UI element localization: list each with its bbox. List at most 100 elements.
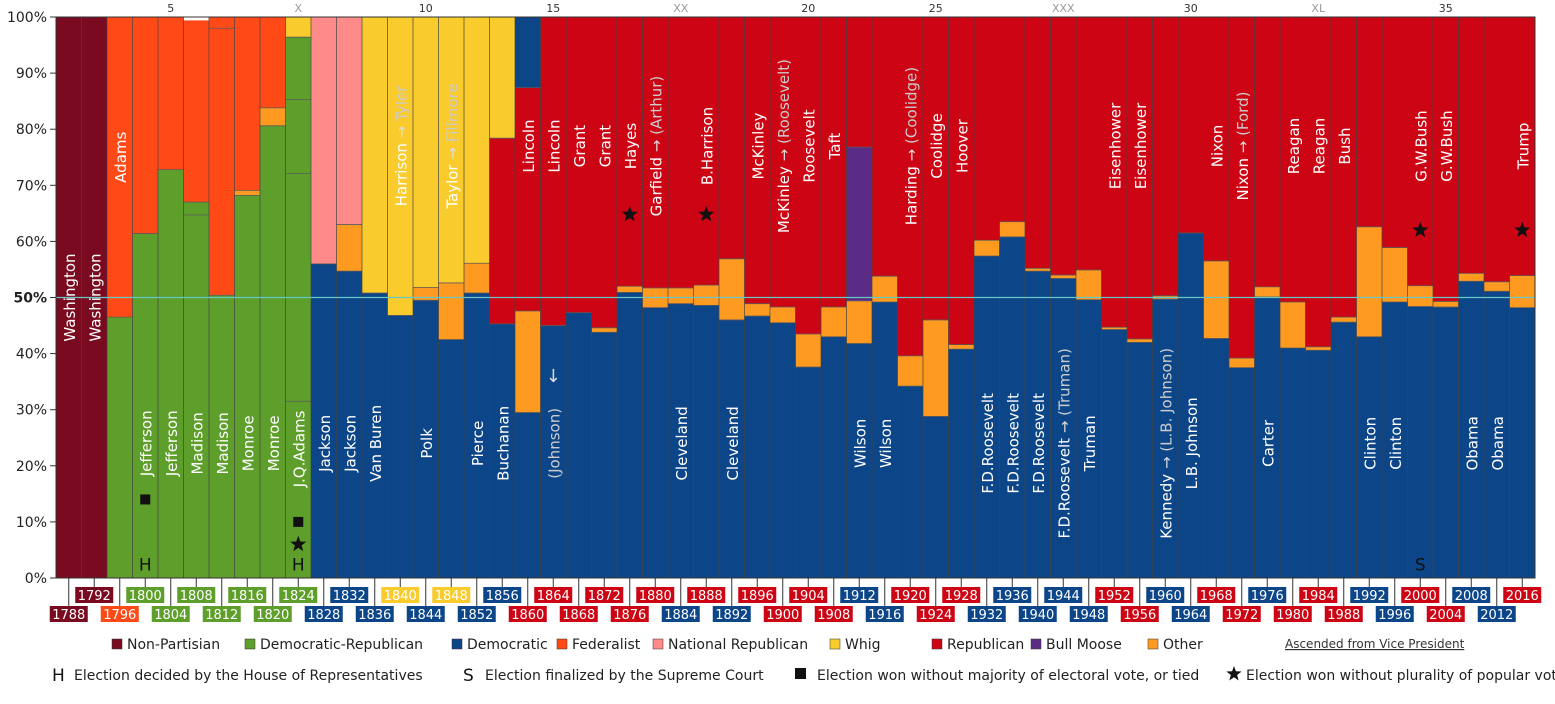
bar-label-1980: Reagan [1285,118,1303,174]
bar-segment-1900-0 [770,322,796,578]
bar-segment-1904-0 [795,367,821,578]
top-number: 25 [929,2,943,15]
y-tick-label: 10% [16,515,47,531]
bar-segment-1920-2 [897,17,923,356]
bar-segment-1804-0 [158,169,184,579]
bar-label-1900: McKinley → (Roosevelt) [775,59,793,233]
bar-segment-1848-2 [438,17,464,283]
year-box-1880 [636,587,675,603]
bar-segment-1820-2 [260,17,286,108]
bar-label-1904: Roosevelt [800,109,818,182]
bar-segment-1808-1 [183,202,209,216]
year-box-1912 [840,587,879,603]
top-number: 20 [801,2,815,15]
year-label-1992: 1992 [1353,589,1386,604]
year-label-1940: 1940 [1021,608,1054,623]
bar-segment-1800-1 [132,17,158,234]
y-tick-label: 70% [16,178,47,194]
legend-symbol-text: Election won without plurality of popula… [1246,668,1555,684]
bar-segment-1852-1 [464,263,490,294]
bar-label-1808: Madison [188,412,206,474]
y-tick-label: 40% [16,347,47,363]
bar-segment-1996-0 [1382,301,1408,578]
year-box-1792 [75,587,114,603]
house-mark: H [292,556,305,576]
year-box-1800 [126,587,165,603]
bar-segment-1900-1 [770,307,796,323]
bar-label-1884: Cleveland [673,406,691,480]
year-label-1796: 1796 [103,608,136,623]
y-tick-label: 50% [13,291,47,307]
bar-segment-1820-1 [260,107,286,126]
year-box-1924 [916,606,955,622]
bar-segment-1972-2 [1229,17,1255,359]
year-box-2008 [1452,587,1491,603]
year-label-1896: 1896 [741,589,774,604]
year-box-1920 [891,587,930,603]
bar-segment-1876-1 [617,286,643,293]
bar-segment-1868-0 [566,312,592,578]
bar-segment-1872-2 [591,17,617,328]
bar-segment-1796-0 [107,317,133,578]
bar-label-1820: Monroe [265,415,283,471]
bar-segment-1928-2 [948,17,974,345]
bar-label-1912: Wilson [851,419,869,468]
bar-label-1804: Jefferson [163,410,181,477]
legend-symbol-S: S [463,666,474,686]
year-label-1880: 1880 [639,589,672,604]
plurality-star-mark [290,535,307,552]
bar-segment-1904-2 [795,17,821,334]
year-box-1832 [330,587,369,603]
bar-segment-1860-1 [515,310,541,413]
bar-segment-1844-2 [413,17,439,288]
bar-segment-1952-0 [1101,329,1127,578]
bar-segment-1860-2 [515,87,541,311]
bar-segment-1844-0 [413,300,439,578]
bar-segment-2004-1 [1433,301,1459,308]
year-label-1816: 1816 [231,589,264,604]
legend-swatch-NR [652,638,664,650]
bar-label-1864: Lincoln [545,119,563,172]
year-box-1812 [202,606,241,622]
supreme-court-mark: S [1415,556,1426,576]
year-label-1884: 1884 [664,608,697,623]
bar-label-1916: Wilson [877,419,895,468]
bar-segment-1948-2 [1076,17,1102,271]
year-box-1948 [1069,606,1108,622]
bar-segment-1980-0 [1280,347,1306,578]
bar-segment-1972-1 [1229,358,1255,368]
year-label-1944: 1944 [1047,589,1080,604]
legend-label-O: Other [1163,637,1203,653]
bar-label-1816: Monroe [239,415,257,471]
bar-label-1812: Madison [214,412,232,474]
year-label-1900: 1900 [766,608,799,623]
bar-segment-1848-1 [438,282,464,340]
bar-segment-1976-0 [1254,296,1280,578]
year-box-1936 [993,587,1032,603]
bar-segment-1800-0 [132,233,158,578]
bar-segment-1980-1 [1280,301,1306,348]
legend-swatch-O [1147,638,1159,650]
year-box-1916 [865,606,904,622]
bar-segment-2016-1 [1509,275,1535,308]
year-box-1788 [49,606,88,622]
legend-label-W: Whig [845,637,881,653]
year-box-1864 [534,587,573,603]
year-box-2012 [1477,606,1516,622]
year-box-1944 [1044,587,1083,603]
bar-segment-1876-0 [617,292,643,578]
bar-segment-1856-0 [489,323,515,578]
year-box-1820 [253,606,292,622]
bar-segment-1808-0 [183,215,209,578]
legend-swatch-BM [1030,638,1042,650]
y-tick-label: 80% [16,122,47,138]
bar-segment-1896-0 [744,316,770,578]
bar-segment-1912-1 [846,300,872,344]
year-label-2000: 2000 [1404,589,1437,604]
bar-label-1908: Taft [826,133,844,161]
year-box-1972 [1222,606,1261,622]
top-number: 35 [1439,2,1453,15]
bar-segment-1896-2 [744,17,770,304]
